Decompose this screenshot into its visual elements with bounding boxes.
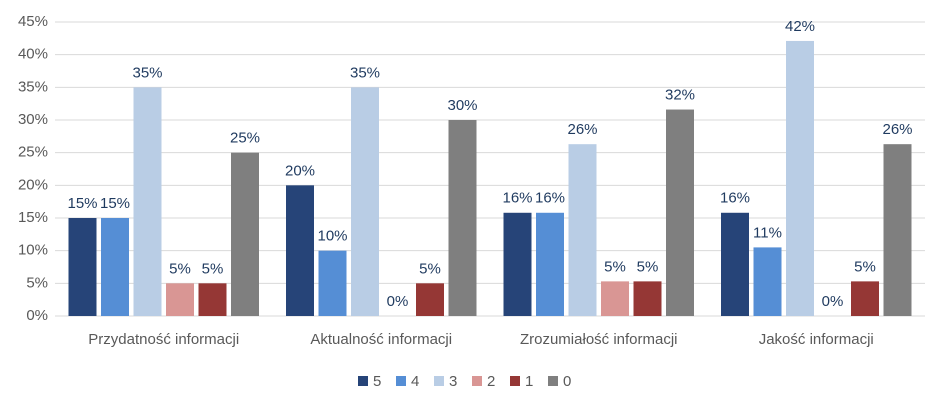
data-label: 11% bbox=[753, 224, 782, 241]
data-label: 5% bbox=[169, 260, 191, 277]
data-label: 0% bbox=[387, 293, 409, 310]
bar bbox=[351, 87, 379, 316]
x-tick-label: Jakość informacji bbox=[759, 331, 874, 348]
bar bbox=[166, 283, 194, 316]
data-label: 35% bbox=[350, 64, 380, 81]
y-tick-label: 40% bbox=[18, 46, 48, 63]
data-label: 16% bbox=[502, 190, 532, 207]
data-label: 32% bbox=[665, 87, 695, 104]
y-tick-label: 5% bbox=[26, 274, 48, 291]
data-label: 15% bbox=[100, 195, 130, 212]
legend-swatch bbox=[434, 376, 444, 386]
y-tick-label: 15% bbox=[18, 209, 48, 226]
bar bbox=[753, 247, 782, 316]
data-label: 5% bbox=[604, 258, 626, 275]
data-label: 5% bbox=[854, 258, 876, 275]
data-label: 5% bbox=[637, 258, 659, 275]
x-tick-label: Aktualność informacji bbox=[310, 331, 452, 348]
data-label: 5% bbox=[202, 260, 224, 277]
bar bbox=[536, 212, 564, 316]
bar bbox=[101, 218, 129, 316]
y-tick-label: 35% bbox=[18, 78, 48, 95]
legend-swatch bbox=[548, 376, 558, 386]
bar bbox=[231, 152, 259, 316]
data-label: 35% bbox=[132, 64, 162, 81]
y-tick-label: 20% bbox=[18, 176, 48, 193]
bar bbox=[601, 281, 629, 316]
legend-label: 0 bbox=[563, 373, 571, 390]
bar bbox=[633, 281, 662, 316]
data-label: 0% bbox=[822, 293, 844, 310]
y-tick-label: 10% bbox=[18, 242, 48, 259]
legend-swatch bbox=[396, 376, 406, 386]
bar bbox=[503, 212, 532, 316]
bar bbox=[883, 144, 912, 316]
data-label: 16% bbox=[720, 190, 750, 207]
bar bbox=[198, 283, 227, 316]
legend-label: 5 bbox=[373, 373, 381, 390]
x-tick-label: Zrozumiałość informacji bbox=[520, 331, 678, 348]
data-label: 26% bbox=[567, 121, 597, 138]
legend-label: 3 bbox=[449, 373, 457, 390]
data-label: 10% bbox=[317, 228, 347, 245]
legend-label: 1 bbox=[525, 373, 533, 390]
legend-label: 4 bbox=[411, 373, 419, 390]
data-label: 25% bbox=[230, 130, 260, 147]
legend-swatch bbox=[358, 376, 368, 386]
data-label: 5% bbox=[419, 260, 441, 277]
bar bbox=[786, 40, 814, 317]
y-tick-label: 45% bbox=[18, 13, 48, 30]
y-tick-label: 25% bbox=[18, 144, 48, 161]
bar bbox=[851, 281, 879, 316]
data-label: 26% bbox=[882, 121, 912, 138]
y-tick-label: 0% bbox=[26, 307, 48, 324]
x-tick-label: Przydatność informacji bbox=[88, 331, 239, 348]
bar bbox=[133, 87, 162, 316]
legend-label: 2 bbox=[487, 373, 495, 390]
bar bbox=[286, 185, 314, 316]
bar bbox=[721, 212, 749, 316]
data-label: 16% bbox=[535, 190, 565, 207]
bar bbox=[448, 120, 477, 316]
data-label: 20% bbox=[285, 162, 315, 179]
data-label: 30% bbox=[447, 97, 477, 114]
data-label: 15% bbox=[67, 195, 97, 212]
bar bbox=[666, 109, 694, 317]
legend-swatch bbox=[472, 376, 482, 386]
bar bbox=[568, 144, 597, 316]
y-tick-label: 30% bbox=[18, 111, 48, 128]
legend-swatch bbox=[510, 376, 520, 386]
bar bbox=[416, 283, 444, 316]
bar bbox=[68, 218, 97, 316]
data-label: 42% bbox=[785, 18, 815, 35]
bar bbox=[318, 250, 347, 316]
